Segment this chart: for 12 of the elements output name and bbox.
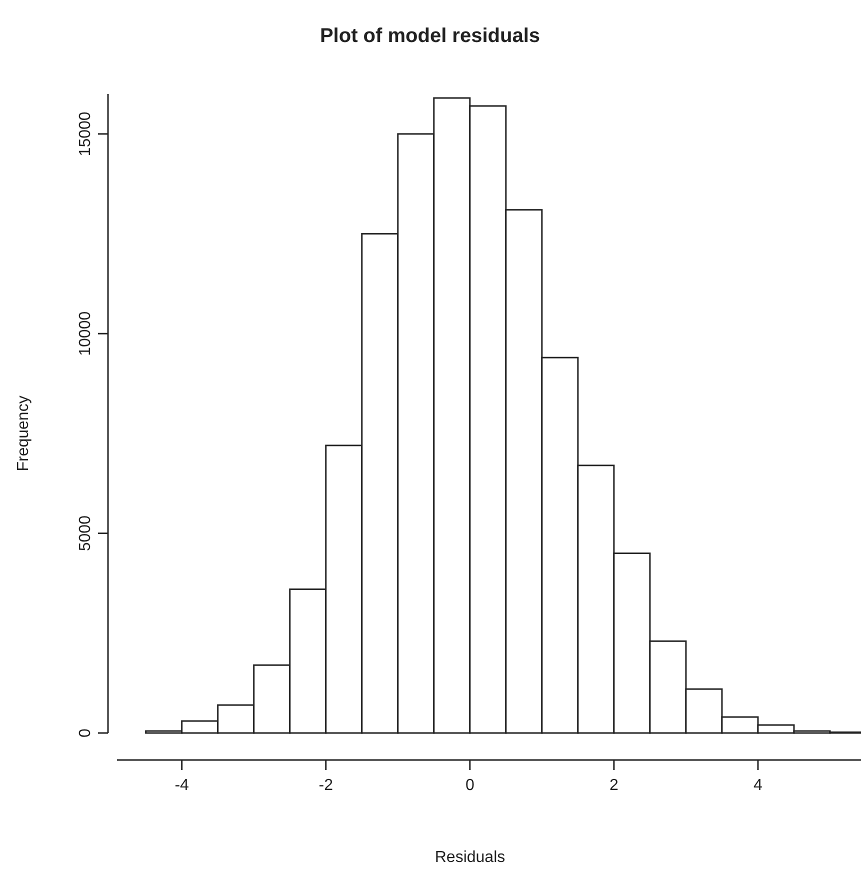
x-axis-title: Residuals: [434, 849, 506, 866]
x-tick-label: 0: [465, 777, 474, 794]
x-tick-label: -4: [174, 777, 190, 794]
y-tick-label: 15000: [77, 112, 94, 156]
y-axis-title: Frequency: [15, 396, 32, 472]
y-tick-label: 10000: [77, 311, 94, 356]
chart-title: Plot of model residuals: [320, 25, 540, 47]
y-tick-label: 5000: [77, 515, 94, 552]
x-tick-label: 2: [609, 777, 618, 794]
x-tick-label: -2: [318, 777, 334, 794]
y-tick-label: 0: [77, 728, 94, 738]
x-tick-label: 4: [754, 777, 763, 794]
